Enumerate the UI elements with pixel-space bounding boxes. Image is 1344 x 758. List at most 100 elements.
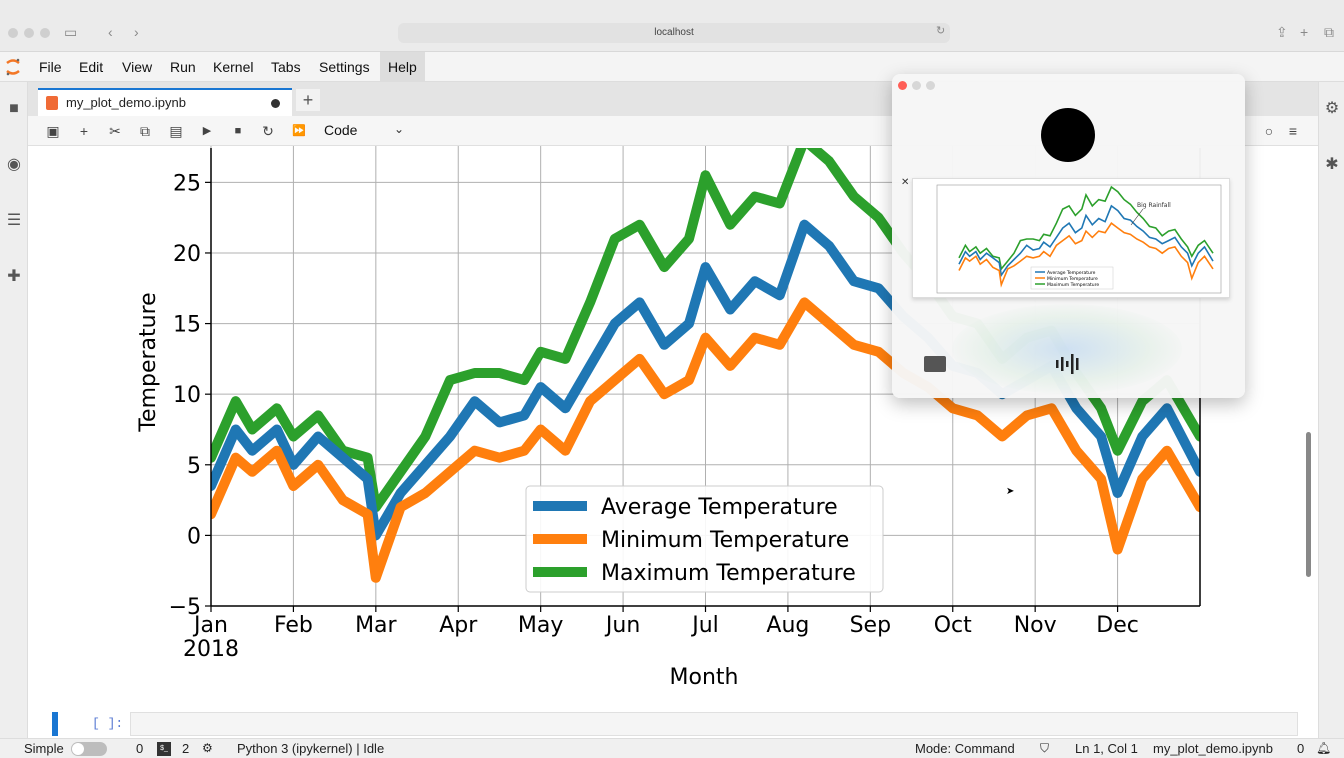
window-minimize-button[interactable]	[24, 28, 34, 38]
window-zoom-button[interactable]	[40, 28, 50, 38]
paste-icon[interactable]: ▤	[169, 123, 183, 139]
siri-glow	[952, 304, 1182, 394]
debugger-icon[interactable]: ✱	[1325, 156, 1339, 173]
kernel-settings-icon[interactable]: ⚙	[202, 741, 213, 755]
menu-view[interactable]: View	[122, 59, 153, 75]
right-sidebar: ⚙ ✱	[1318, 82, 1344, 738]
cell-type-select[interactable]: Code	[324, 122, 358, 138]
active-cell-marker	[52, 712, 58, 736]
y-tick-label: 10	[173, 383, 201, 408]
cursor-position[interactable]: Ln 1, Col 1	[1075, 741, 1138, 756]
x-sub-label: 2018	[183, 637, 239, 662]
insert-cell-icon[interactable]: +	[79, 123, 89, 139]
save-icon[interactable]: ▣	[46, 123, 60, 139]
menu-tabs[interactable]: Tabs	[271, 59, 301, 75]
thumbnail-annotation: Big Rainfall	[1137, 202, 1171, 209]
terminal-count: 2	[182, 741, 190, 756]
tabs-overview-icon[interactable]: ⧉	[1324, 24, 1334, 40]
thumb-legend-avg: Average Temperature	[1047, 270, 1096, 276]
chart-thumbnail: Big Rainfall Average Temperature Minimum…	[912, 178, 1230, 298]
y-tick-label: 20	[173, 242, 201, 267]
overlay-zoom-button[interactable]	[926, 81, 935, 90]
address-bar[interactable]: localhost	[398, 23, 950, 43]
simple-mode-label: Simple	[24, 741, 64, 756]
stop-icon[interactable]: ■	[234, 125, 242, 137]
overlay-close-button[interactable]	[898, 81, 907, 90]
terminal-icon[interactable]: $_	[157, 742, 171, 756]
new-launcher-button[interactable]: +	[296, 89, 320, 111]
x-tick-label: Dec	[1096, 613, 1139, 638]
bell-icon[interactable]: 🔔︎	[1316, 741, 1332, 755]
left-sidebar: ■ ◉ ☰ ✚	[0, 82, 28, 738]
notebook-icon	[46, 96, 58, 110]
x-tick-label: Mar	[355, 613, 397, 638]
address-text: localhost	[654, 27, 694, 38]
x-tick-label: Jan	[192, 613, 228, 638]
scrollbar-thumb[interactable]	[1306, 432, 1311, 577]
x-tick-label: Aug	[766, 613, 809, 638]
mouse-cursor-icon: ➤	[1006, 486, 1015, 497]
thumbnail-close-icon[interactable]: ✕	[901, 177, 910, 188]
temperature-chart: −5 0 5 10 15 20 25 Jan Feb Mar Apr May Jun Jul Aug Sep O…	[136, 146, 1201, 690]
unsaved-indicator-icon[interactable]	[271, 99, 280, 108]
overlay-minimize-button[interactable]	[912, 81, 921, 90]
window-close-button[interactable]	[8, 28, 18, 38]
menu-run[interactable]: Run	[170, 59, 196, 75]
browser-toolbar: ▭ ‹ › localhost ↻ ⇪ + ⧉	[0, 0, 1344, 52]
trusted-shield-icon[interactable]: ⛉	[1040, 741, 1050, 755]
x-tick-label: Feb	[274, 613, 313, 638]
tab-label: my_plot_demo.ipynb	[66, 95, 186, 110]
run-icon[interactable]: ▶	[202, 125, 212, 137]
y-tick-label: 25	[173, 171, 201, 196]
y-axis-label: Temperature	[136, 292, 161, 432]
record-indicator-icon[interactable]	[1041, 108, 1095, 162]
forward-icon[interactable]: ›	[134, 24, 139, 40]
jupyter-logo-icon	[6, 58, 20, 76]
menu-kernel[interactable]: Kernel	[213, 59, 254, 75]
run-all-icon[interactable]: ⏩	[292, 125, 306, 137]
menu-settings[interactable]: Settings	[319, 59, 370, 75]
code-cell-input[interactable]	[130, 712, 1298, 736]
kernel-status-icon: ○	[1264, 123, 1274, 139]
menu-edit[interactable]: Edit	[79, 59, 104, 75]
tab-notebook[interactable]: my_plot_demo.ipynb	[38, 88, 292, 116]
restart-icon[interactable]: ↻	[262, 123, 274, 139]
property-inspector-icon[interactable]: ⚙	[1324, 100, 1340, 117]
audio-waveform-icon[interactable]	[1054, 352, 1084, 376]
new-tab-icon[interactable]: +	[1300, 24, 1309, 40]
extension-icon[interactable]: ✚	[7, 268, 21, 285]
y-tick-label: 0	[187, 524, 201, 549]
thumb-legend-min: Minimum Temperature	[1047, 276, 1098, 282]
legend-label-2: Maximum Temperature	[601, 561, 856, 586]
menu-icon[interactable]: ≡	[1288, 123, 1298, 139]
x-tick-label: Jul	[690, 613, 719, 638]
back-icon[interactable]: ‹	[108, 24, 113, 40]
thumb-legend-max: Maximum Temperature	[1047, 282, 1099, 288]
menu-help[interactable]: Help	[380, 52, 425, 82]
sidebar-toggle-icon[interactable]: ▭	[64, 24, 78, 40]
y-tick-label: −5	[169, 595, 201, 620]
x-tick-label: Nov	[1014, 613, 1057, 638]
menu-file[interactable]: File	[39, 59, 62, 75]
running-icon[interactable]: ◉	[7, 156, 21, 173]
reload-icon[interactable]: ↻	[936, 25, 946, 37]
simple-mode-toggle[interactable]	[71, 742, 107, 756]
folder-icon[interactable]: ■	[9, 100, 19, 117]
x-axis-label: Month	[670, 665, 739, 690]
series-line-1	[211, 297, 1200, 583]
status-bar: Simple 0 $_ 2 ⚙ Python 3 (ipykernel) | I…	[0, 738, 1344, 758]
notebook-mode: Mode: Command	[915, 741, 1015, 756]
cut-icon[interactable]: ✂	[109, 123, 121, 139]
notification-count: 0	[1297, 741, 1305, 756]
y-tick-label: 15	[173, 313, 201, 338]
toc-icon[interactable]: ☰	[6, 212, 22, 229]
floating-preview-window[interactable]: ✕ Big Rainfall Average Temperature Minim…	[892, 74, 1245, 398]
chart-ticks: −5 0 5 10 15 20 25 Jan Feb Mar Apr May Jun Jul Aug Sep O…	[169, 171, 1139, 638]
share-icon[interactable]: ⇪	[1276, 24, 1288, 40]
chevron-down-icon[interactable]: ⌄	[394, 122, 405, 136]
copy-icon[interactable]: ⧉	[140, 123, 150, 139]
screen-share-icon[interactable]	[924, 356, 946, 372]
kernel-status[interactable]: Python 3 (ipykernel) | Idle	[237, 741, 385, 756]
menu-bar: File Edit View Run Kernel Tabs Settings …	[0, 52, 1344, 82]
legend-box	[525, 485, 884, 593]
